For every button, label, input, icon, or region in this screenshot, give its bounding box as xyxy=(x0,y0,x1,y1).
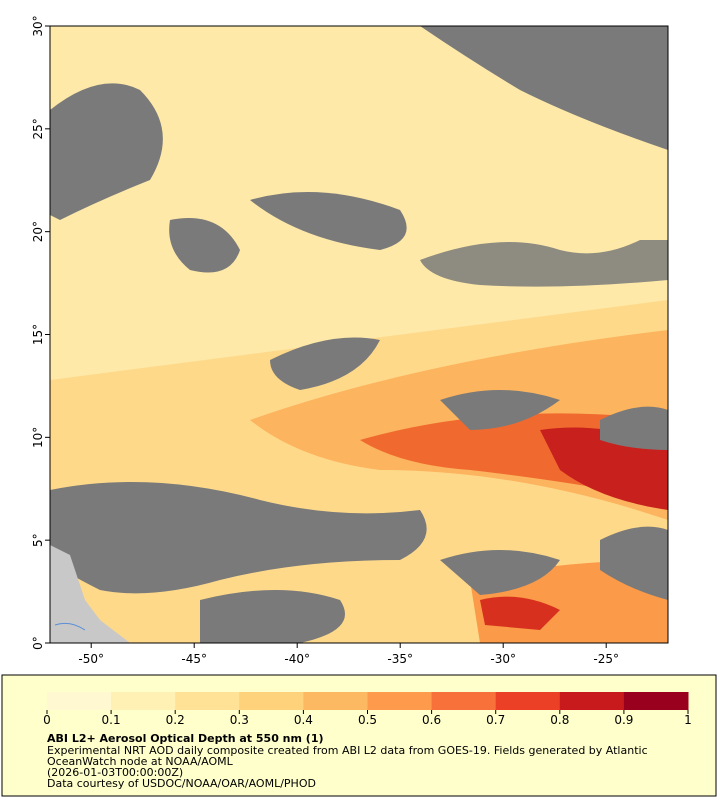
y-tick-label: 15° xyxy=(31,324,45,345)
y-tick-label: 20° xyxy=(31,221,45,242)
map-image xyxy=(50,26,668,643)
colorbar-segment xyxy=(559,692,625,710)
x-tick-label: -40° xyxy=(284,652,310,666)
colorbar-segment xyxy=(367,692,433,710)
colorbar-tick-label: 0.7 xyxy=(486,713,505,727)
colorbar-tick-label: 0.4 xyxy=(294,713,313,727)
y-tick-label: 25° xyxy=(31,118,45,139)
colorbar-tick-label: 0 xyxy=(43,713,51,727)
y-tick-label: 0° xyxy=(31,636,45,650)
y-tick-label: 5° xyxy=(31,533,45,547)
colorbar-tick-label: 0.1 xyxy=(102,713,121,727)
colorbar-segment xyxy=(239,692,304,710)
colorbar-tick-label: 0.8 xyxy=(550,713,569,727)
caption-line: Data courtesy of USDOC/NOAA/OAR/AOML/PHO… xyxy=(47,777,316,790)
caption-line: Experimental NRT AOD daily composite cre… xyxy=(47,744,648,757)
y-tick-label: 10° xyxy=(31,427,45,448)
axes: -50° -45° -40° -35° -30° -25° 0° 5° 10° 15° 20° 25°… xyxy=(31,15,619,666)
caption-line: OceanWatch node at NOAA/AOML xyxy=(47,755,234,768)
x-tick-label: -35° xyxy=(387,652,413,666)
colorbar-segment xyxy=(495,692,561,710)
y-tick-label: 30° xyxy=(31,15,45,36)
x-tick-label: -25° xyxy=(593,652,619,666)
colorbar-tick-label: 0.3 xyxy=(230,713,249,727)
colorbar-segment xyxy=(431,692,497,710)
colorbar-tick-label: 0.6 xyxy=(422,713,441,727)
colorbar-segment xyxy=(111,692,176,710)
colorbar: 0 0.1 0.2 0.3 0.4 0.5 0.6 0.7 0.8 0.9 1 xyxy=(43,692,692,727)
caption-line: (2026-01-03T00:00:00Z) xyxy=(47,766,183,779)
colorbar-tick-label: 1 xyxy=(684,713,692,727)
colorbar-segment xyxy=(303,692,368,710)
colorbar-segment xyxy=(175,692,240,710)
legend-title: ABI L2+ Aerosol Optical Depth at 550 nm … xyxy=(47,732,324,745)
colorbar-tick-label: 0.2 xyxy=(166,713,185,727)
colorbar-tick-label: 0.9 xyxy=(614,713,633,727)
x-tick-label: -30° xyxy=(490,652,516,666)
colorbar-segment xyxy=(47,692,112,710)
x-tick-label: -50° xyxy=(78,652,104,666)
colorbar-tick-label: 0.5 xyxy=(358,713,377,727)
colorbar-segment xyxy=(623,692,689,710)
x-tick-label: -45° xyxy=(181,652,207,666)
